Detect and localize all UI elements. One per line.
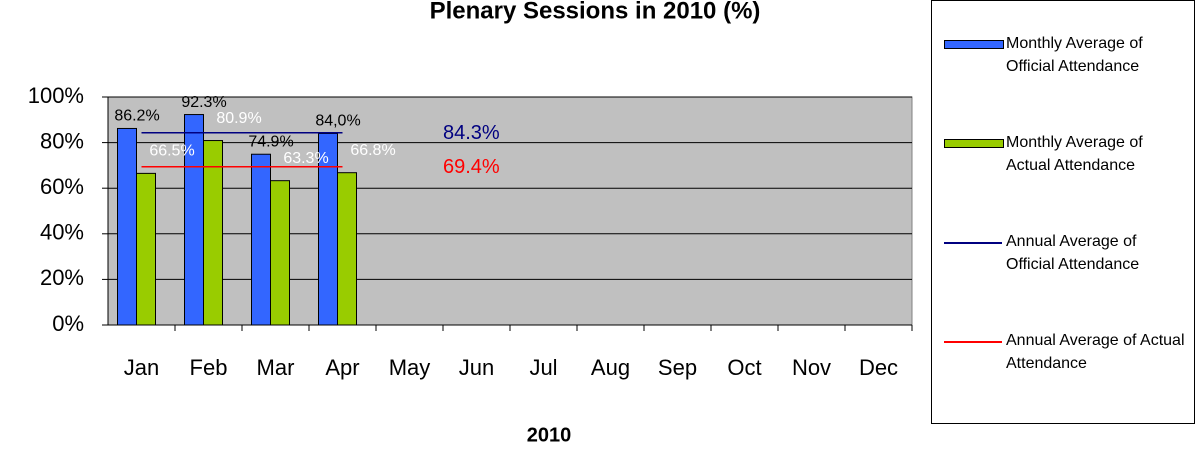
x-tick-label: Dec [859,355,898,380]
data-label: 66.5% [149,143,194,160]
data-label: 74.9% [248,133,293,150]
x-tick-label: Oct [727,355,761,380]
legend-swatch [944,40,1004,49]
legend-label: Annual Average of Official Attendance [1006,233,1140,273]
chart-title: Plenary Sessions in 2010 (%) [430,0,761,24]
x-tick-label: Nov [792,355,831,380]
data-label: 92.3% [181,94,226,111]
y-tick-label: 20% [40,265,84,290]
x-tick-label: May [389,355,431,380]
legend-swatch [944,139,1004,148]
y-tick-label: 100% [28,83,84,108]
data-label: 84,0% [315,113,360,130]
x-tick-label: Jun [459,355,494,380]
x-tick-label: Sep [658,355,697,380]
bar [136,172,156,326]
data-label: 63.3% [283,150,328,167]
chart: Plenary Sessions in 2010 (%) 2010 0% 20% 4… [28,0,913,446]
data-label: 80.9% [216,110,261,127]
x-tick-label: Aug [591,355,630,380]
data-label: 66.8% [350,142,395,159]
x-tick-label: Jan [124,355,159,380]
x-tick-label: Apr [325,355,359,380]
x-tick-label: Feb [190,355,228,380]
legend-item: Monthly Average of Actual Attendance [944,131,1194,181]
line-annotation: 69.4% [443,156,500,178]
x-tick-label: Jul [529,355,557,380]
legend: Monthly Average of Official Attendance Mo… [931,0,1195,424]
bar [270,180,290,326]
legend-label: Monthly Average of Official Attendance [1006,35,1143,75]
y-tick-label: 0% [52,311,84,336]
legend-item: Annual Average of Actual Attendance [944,329,1194,379]
bar [203,140,223,326]
bar [117,127,137,326]
plot-area [107,96,913,326]
legend-swatch [944,341,1002,343]
legend-label: Monthly Average of Actual Attendance [1006,134,1143,174]
y-tick-label: 40% [40,220,84,245]
x-tick-label: Mar [257,355,295,380]
legend-label: Annual Average of Actual Attendance [1006,332,1185,372]
legend-item: Monthly Average of Official Attendance [944,32,1194,82]
x-axis-label: 2010 [527,424,572,446]
y-tick-label: 60% [40,174,84,199]
bar [337,172,357,326]
bar [251,153,271,326]
legend-item: Annual Average of Official Attendance [944,230,1194,280]
data-label: 86.2% [114,108,159,125]
line-annotation: 84.3% [443,122,500,144]
legend-swatch [944,242,1002,244]
y-tick-label: 80% [40,128,84,153]
